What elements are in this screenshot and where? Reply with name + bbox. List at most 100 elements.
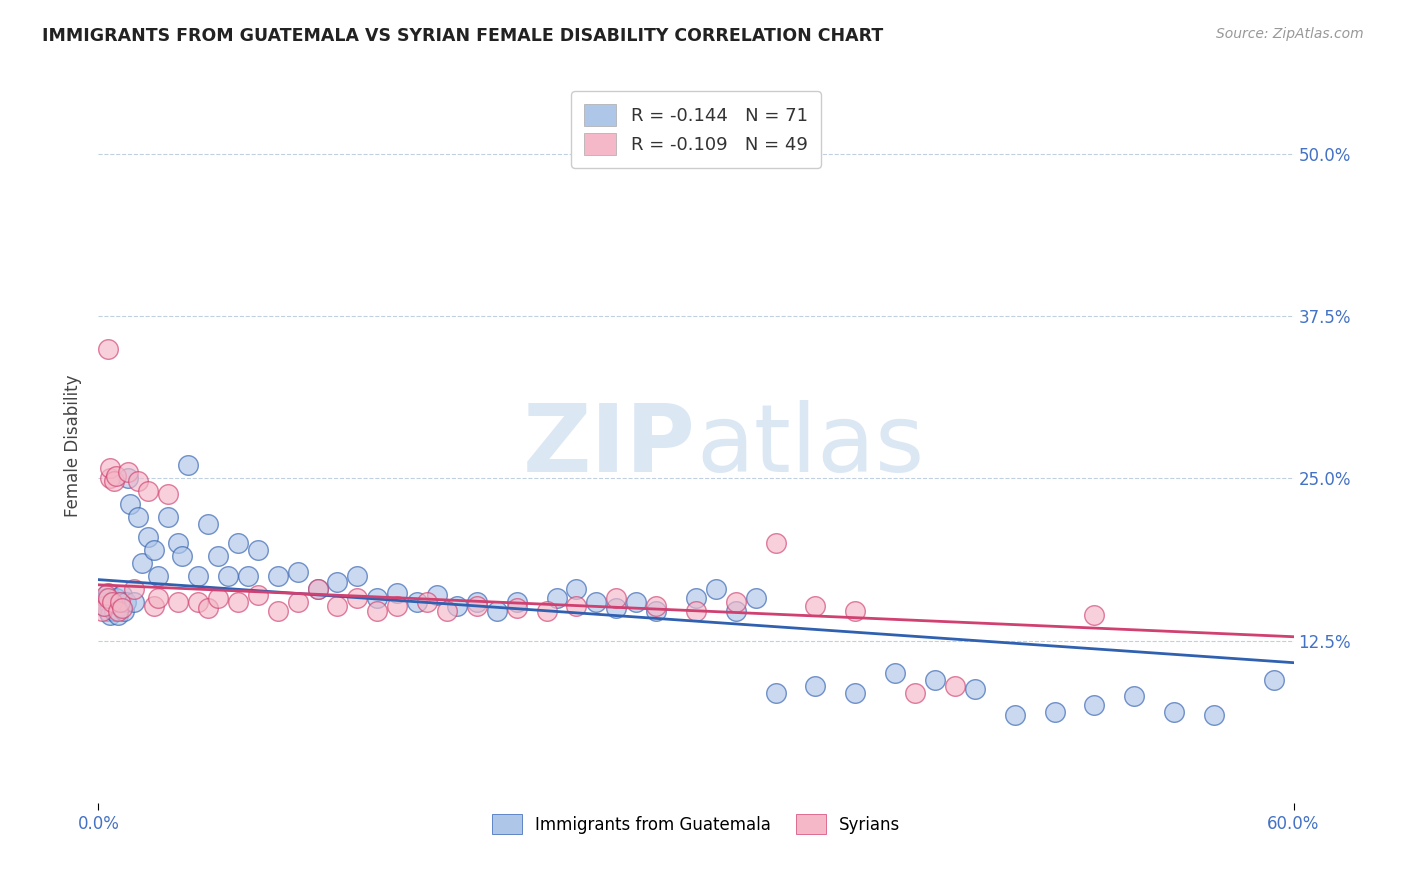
Point xyxy=(246,542,269,557)
Point xyxy=(804,679,827,693)
Point xyxy=(1083,698,1105,713)
Point xyxy=(207,549,229,564)
Point xyxy=(117,471,139,485)
Point xyxy=(1083,607,1105,622)
Point xyxy=(1163,705,1185,719)
Point xyxy=(724,604,747,618)
Point xyxy=(745,591,768,605)
Point xyxy=(172,549,194,564)
Point xyxy=(307,582,329,596)
Point xyxy=(107,595,129,609)
Point xyxy=(111,601,134,615)
Y-axis label: Female Disability: Female Disability xyxy=(65,375,83,517)
Point xyxy=(267,604,290,618)
Point xyxy=(645,604,668,618)
Point xyxy=(485,604,508,618)
Point xyxy=(105,468,128,483)
Point xyxy=(124,582,146,596)
Point xyxy=(1043,705,1066,719)
Point xyxy=(136,530,159,544)
Point xyxy=(112,604,135,618)
Point xyxy=(101,595,124,609)
Point xyxy=(98,601,122,615)
Point xyxy=(103,474,125,488)
Point xyxy=(98,607,122,622)
Point xyxy=(217,568,239,582)
Point xyxy=(406,595,429,609)
Point xyxy=(385,599,409,613)
Point xyxy=(93,599,115,613)
Point xyxy=(506,601,529,615)
Point xyxy=(605,591,627,605)
Point xyxy=(645,599,668,613)
Point xyxy=(177,458,200,473)
Point xyxy=(98,461,122,475)
Point xyxy=(97,604,120,618)
Point xyxy=(326,599,349,613)
Point xyxy=(143,542,166,557)
Point xyxy=(187,595,209,609)
Point xyxy=(110,595,132,609)
Point xyxy=(1202,707,1225,722)
Point xyxy=(107,604,129,618)
Point xyxy=(98,471,122,485)
Point xyxy=(101,595,124,609)
Text: ZIP: ZIP xyxy=(523,400,696,492)
Point xyxy=(536,604,558,618)
Point xyxy=(1004,707,1026,722)
Point xyxy=(546,591,568,605)
Point xyxy=(565,582,588,596)
Point xyxy=(148,568,170,582)
Point xyxy=(446,599,468,613)
Point xyxy=(157,510,180,524)
Text: atlas: atlas xyxy=(696,400,924,492)
Point xyxy=(246,588,269,602)
Point xyxy=(366,591,388,605)
Point xyxy=(157,487,180,501)
Point xyxy=(724,595,747,609)
Point xyxy=(804,599,827,613)
Point xyxy=(844,685,866,699)
Point xyxy=(110,599,132,613)
Point xyxy=(167,536,190,550)
Point xyxy=(765,685,787,699)
Point xyxy=(187,568,209,582)
Point xyxy=(465,599,488,613)
Point xyxy=(197,601,219,615)
Point xyxy=(197,516,219,531)
Point xyxy=(117,465,139,479)
Legend: Immigrants from Guatemala, Syrians: Immigrants from Guatemala, Syrians xyxy=(485,807,907,841)
Point xyxy=(226,536,249,550)
Point xyxy=(346,568,368,582)
Point xyxy=(924,673,946,687)
Point xyxy=(97,585,120,599)
Point xyxy=(115,595,138,609)
Point xyxy=(287,595,309,609)
Point xyxy=(136,484,159,499)
Point xyxy=(127,510,149,524)
Point xyxy=(1123,690,1146,704)
Point xyxy=(207,591,229,605)
Point xyxy=(943,679,966,693)
Point xyxy=(506,595,529,609)
Point xyxy=(346,591,368,605)
Point xyxy=(91,604,114,618)
Point xyxy=(96,588,118,602)
Point xyxy=(307,582,329,596)
Point xyxy=(426,588,449,602)
Point xyxy=(685,604,707,618)
Point xyxy=(626,595,648,609)
Point xyxy=(111,588,134,602)
Point xyxy=(326,575,349,590)
Point xyxy=(904,685,927,699)
Point xyxy=(91,595,114,609)
Point xyxy=(97,342,120,356)
Point xyxy=(131,556,153,570)
Point xyxy=(124,595,146,609)
Point xyxy=(465,595,488,609)
Point xyxy=(267,568,290,582)
Point xyxy=(167,595,190,609)
Text: Source: ZipAtlas.com: Source: ZipAtlas.com xyxy=(1216,27,1364,41)
Point xyxy=(884,666,907,681)
Point xyxy=(287,565,309,579)
